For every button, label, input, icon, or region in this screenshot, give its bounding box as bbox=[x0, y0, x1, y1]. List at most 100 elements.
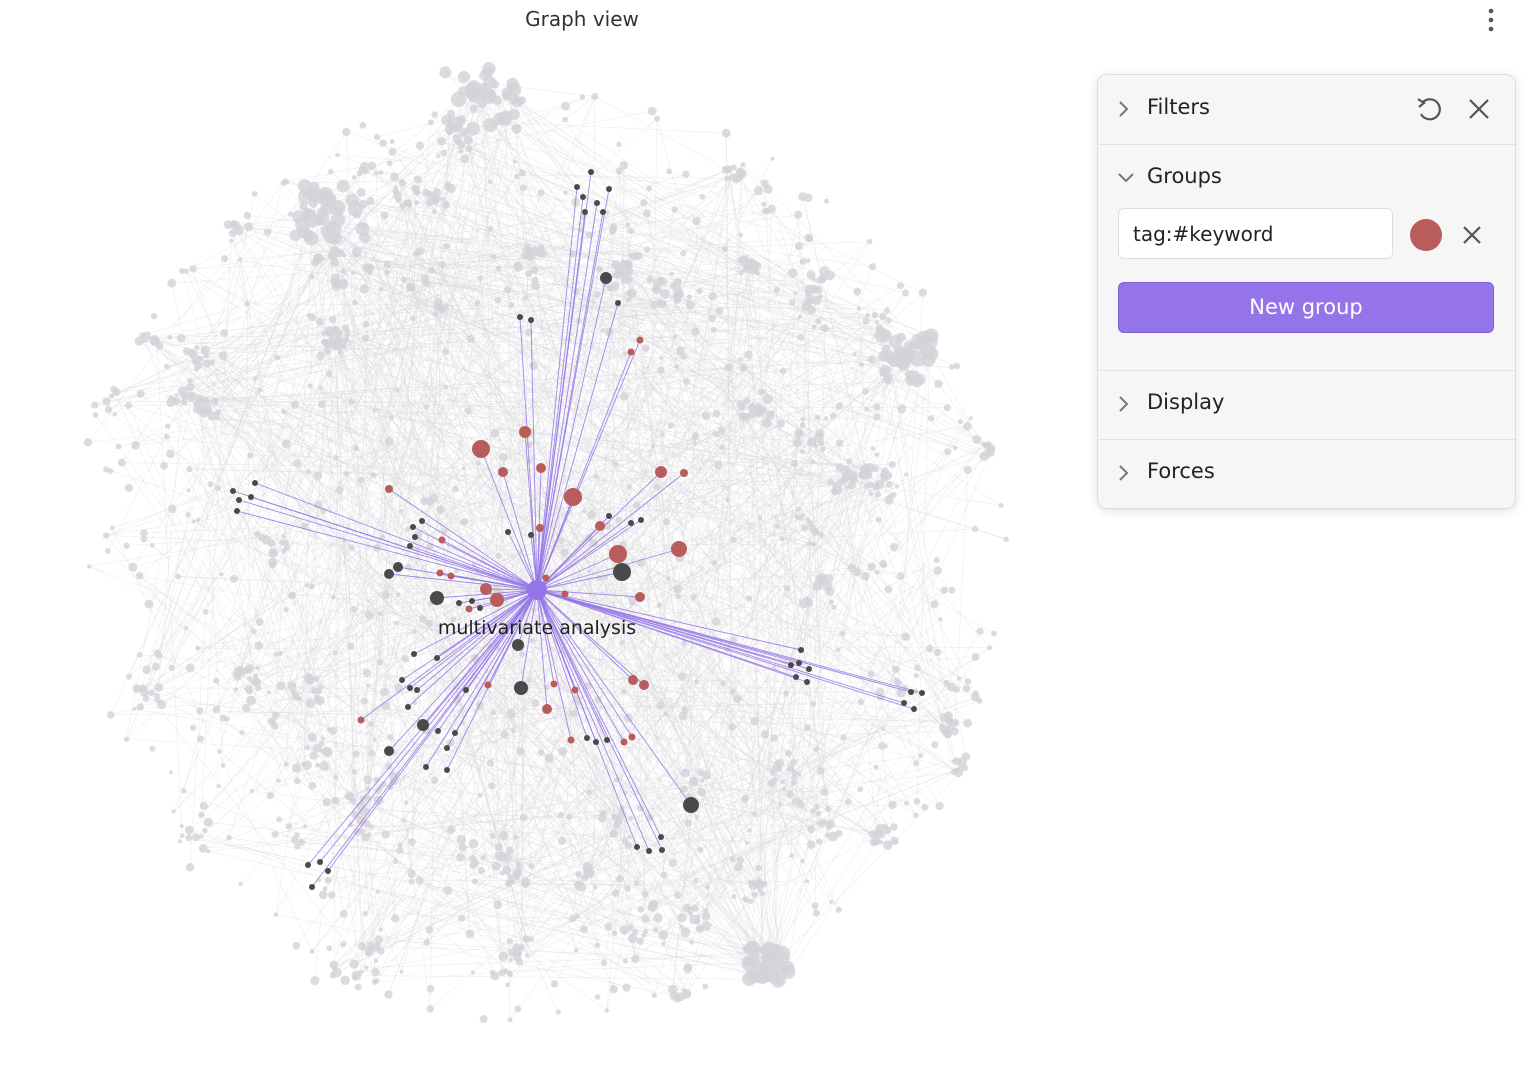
edge bbox=[113, 292, 796, 390]
linked-node bbox=[430, 591, 444, 605]
edge bbox=[206, 363, 641, 942]
node bbox=[538, 243, 545, 250]
node bbox=[441, 114, 453, 126]
node bbox=[393, 620, 399, 626]
node bbox=[372, 737, 377, 742]
edge bbox=[560, 470, 886, 816]
edge bbox=[411, 286, 762, 393]
node bbox=[185, 511, 191, 518]
node bbox=[207, 481, 214, 488]
edge bbox=[208, 192, 426, 414]
node bbox=[708, 291, 718, 301]
node bbox=[820, 446, 826, 452]
display-section[interactable]: Display bbox=[1098, 370, 1515, 439]
node bbox=[329, 960, 339, 970]
edge bbox=[624, 266, 777, 960]
node bbox=[316, 351, 326, 360]
node bbox=[507, 874, 513, 880]
edge bbox=[197, 404, 967, 689]
group-color-swatch[interactable] bbox=[1410, 219, 1442, 251]
node bbox=[593, 885, 598, 890]
node bbox=[893, 839, 898, 845]
edge bbox=[291, 685, 957, 725]
highlight-edge bbox=[454, 589, 538, 734]
node bbox=[658, 930, 669, 940]
node bbox=[528, 862, 535, 870]
edge bbox=[509, 426, 968, 1020]
edge bbox=[682, 715, 748, 844]
node bbox=[526, 677, 532, 683]
edge bbox=[429, 194, 471, 935]
edge bbox=[388, 209, 675, 995]
node bbox=[506, 708, 516, 718]
edge bbox=[173, 96, 475, 812]
remove-group-button[interactable] bbox=[1462, 225, 1482, 245]
node bbox=[318, 740, 325, 747]
node bbox=[835, 402, 843, 410]
edge bbox=[606, 416, 746, 1011]
edge bbox=[622, 544, 877, 844]
node bbox=[835, 829, 843, 838]
edge bbox=[334, 786, 381, 801]
edge bbox=[399, 249, 648, 851]
group-query-input[interactable]: tag:#keyword bbox=[1118, 208, 1393, 259]
node bbox=[171, 809, 176, 814]
node bbox=[814, 444, 819, 449]
node bbox=[760, 406, 768, 414]
new-group-button[interactable]: New group bbox=[1118, 282, 1494, 333]
edge bbox=[614, 268, 755, 934]
node bbox=[107, 468, 114, 475]
highlight-edge bbox=[536, 202, 598, 591]
groups-section-header[interactable]: Groups bbox=[1098, 144, 1515, 213]
edge bbox=[471, 93, 752, 949]
node bbox=[389, 415, 394, 420]
edge bbox=[585, 481, 831, 877]
node bbox=[189, 724, 197, 731]
edge bbox=[323, 332, 869, 477]
edge bbox=[275, 914, 675, 997]
edge bbox=[622, 261, 825, 329]
edge bbox=[435, 313, 770, 957]
more-menu[interactable] bbox=[1480, 6, 1502, 34]
reset-button[interactable] bbox=[1415, 94, 1445, 124]
edge bbox=[227, 224, 818, 587]
node bbox=[344, 333, 350, 338]
node bbox=[661, 941, 666, 947]
edge bbox=[333, 330, 968, 682]
highlight-edge bbox=[536, 211, 586, 591]
node bbox=[879, 329, 892, 342]
node bbox=[604, 327, 614, 336]
edge bbox=[192, 268, 669, 579]
edge bbox=[696, 220, 805, 529]
edge bbox=[677, 316, 801, 590]
node bbox=[427, 119, 434, 126]
node bbox=[136, 389, 145, 398]
edge bbox=[876, 321, 943, 727]
edge bbox=[474, 658, 503, 973]
edge bbox=[331, 225, 728, 650]
edge bbox=[337, 154, 905, 355]
close-button[interactable] bbox=[1467, 97, 1491, 121]
forces-section[interactable]: Forces bbox=[1098, 439, 1515, 508]
node bbox=[951, 758, 957, 764]
node bbox=[515, 860, 522, 867]
edge bbox=[629, 271, 703, 781]
filters-section[interactable]: Filters bbox=[1098, 75, 1515, 144]
edge bbox=[362, 228, 635, 257]
edge bbox=[676, 366, 849, 470]
node bbox=[738, 356, 743, 362]
node bbox=[351, 810, 360, 819]
edge bbox=[362, 253, 417, 812]
node bbox=[351, 270, 356, 276]
highlight-edge bbox=[414, 536, 538, 591]
node bbox=[362, 334, 370, 342]
edge bbox=[682, 771, 955, 919]
node bbox=[688, 911, 693, 917]
edge bbox=[323, 332, 902, 693]
node bbox=[897, 282, 905, 290]
node bbox=[693, 878, 699, 884]
edge bbox=[148, 603, 499, 848]
node bbox=[183, 625, 189, 631]
node bbox=[372, 408, 377, 413]
edge bbox=[492, 961, 779, 973]
